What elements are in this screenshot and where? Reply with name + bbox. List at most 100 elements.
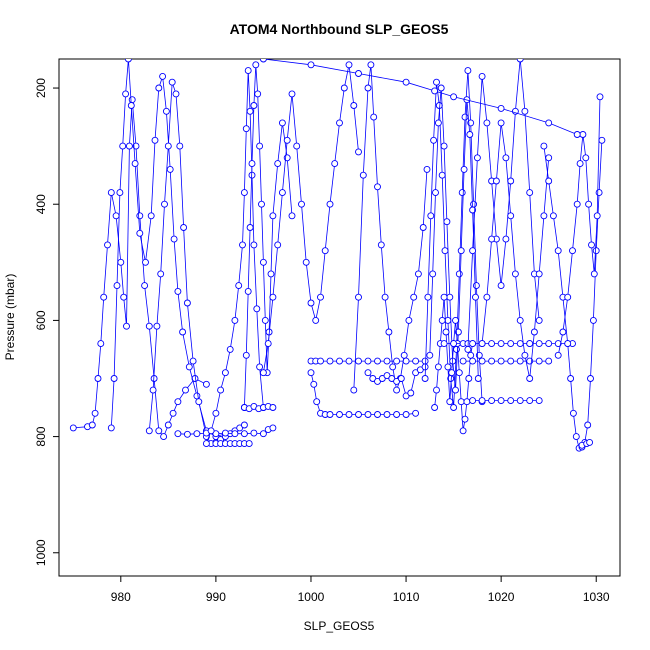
data-point [248, 160, 256, 168]
data-point [136, 212, 144, 220]
data-point [145, 427, 153, 435]
data-point [502, 154, 510, 162]
data-point [464, 67, 472, 75]
data-point [239, 241, 246, 249]
data-point [507, 177, 515, 185]
data-point [174, 287, 182, 295]
series-19 [478, 119, 553, 382]
data-point [212, 409, 220, 417]
data-point [345, 411, 353, 418]
data-point [470, 200, 478, 208]
data-point [189, 357, 197, 365]
data-point [438, 316, 446, 324]
data-point [540, 212, 548, 220]
data-point [464, 345, 472, 353]
data-point [169, 409, 177, 417]
data-point [474, 375, 482, 382]
data-point [350, 102, 358, 109]
data-point [427, 212, 435, 220]
data-point [426, 351, 434, 359]
series-line [263, 64, 359, 373]
data-point [254, 90, 262, 98]
data-point [174, 398, 182, 406]
data-point [278, 189, 286, 197]
data-point [116, 189, 124, 197]
series-2 [107, 59, 229, 441]
chart-title: ATOM4 Northbound SLP_GEOS5 [230, 21, 449, 37]
series-line [148, 82, 245, 445]
data-point [367, 61, 375, 69]
data-point [350, 386, 358, 394]
data-point [521, 107, 529, 115]
data-point [460, 165, 468, 173]
data-point [478, 357, 486, 365]
data-point [302, 258, 310, 266]
data-point [355, 70, 362, 77]
data-point [549, 212, 557, 220]
data-point [113, 282, 121, 290]
data-point [374, 183, 381, 191]
y-tick-label: 800 [34, 426, 48, 446]
x-tick-label: 980 [111, 590, 131, 604]
data-point [231, 316, 239, 324]
data-point [573, 131, 581, 138]
data-point [124, 59, 132, 63]
data-point [183, 299, 191, 307]
data-point [168, 78, 176, 86]
data-point [145, 322, 153, 330]
data-point [91, 409, 99, 417]
data-point [110, 375, 118, 382]
data-point [582, 154, 590, 162]
data-point [123, 322, 130, 330]
data-point [307, 61, 315, 69]
series-line [263, 59, 578, 135]
data-point [412, 357, 420, 365]
data-point [381, 293, 389, 301]
data-point [463, 398, 471, 406]
data-point [326, 200, 334, 208]
data-point [160, 433, 168, 441]
data-point [450, 93, 458, 101]
data-point [162, 107, 170, 115]
data-point [253, 305, 261, 313]
data-point [526, 189, 534, 197]
y-tick-label: 600 [34, 310, 48, 330]
data-point [545, 357, 553, 365]
data-point [242, 125, 250, 133]
data-point [511, 270, 519, 278]
data-point [507, 397, 515, 405]
data-point [88, 421, 96, 429]
series-4 [174, 424, 277, 438]
data-point [507, 357, 515, 365]
data-point [595, 189, 603, 197]
data-point [473, 154, 481, 162]
data-point [469, 206, 477, 214]
data-point [240, 421, 248, 429]
data-point [377, 241, 385, 249]
series-line [353, 64, 428, 391]
data-point [142, 258, 149, 266]
data-point [141, 282, 149, 290]
data-point [576, 160, 584, 168]
data-point [567, 375, 575, 382]
data-point [429, 270, 437, 278]
data-point [250, 102, 258, 109]
data-point [540, 142, 548, 150]
series-9 [307, 369, 420, 418]
data-point [437, 84, 445, 92]
data-point [446, 293, 454, 301]
data-point [402, 357, 410, 365]
data-point [161, 200, 168, 208]
data-point [269, 212, 277, 220]
y-tick-label: 400 [34, 194, 48, 214]
data-point [478, 340, 486, 348]
data-point [432, 189, 439, 197]
data-point [440, 340, 448, 348]
data-point [340, 84, 348, 92]
data-point [414, 270, 422, 278]
data-point [598, 136, 606, 144]
data-point [293, 142, 301, 150]
data-point [336, 411, 343, 418]
data-point [419, 224, 427, 231]
data-point [458, 189, 466, 197]
